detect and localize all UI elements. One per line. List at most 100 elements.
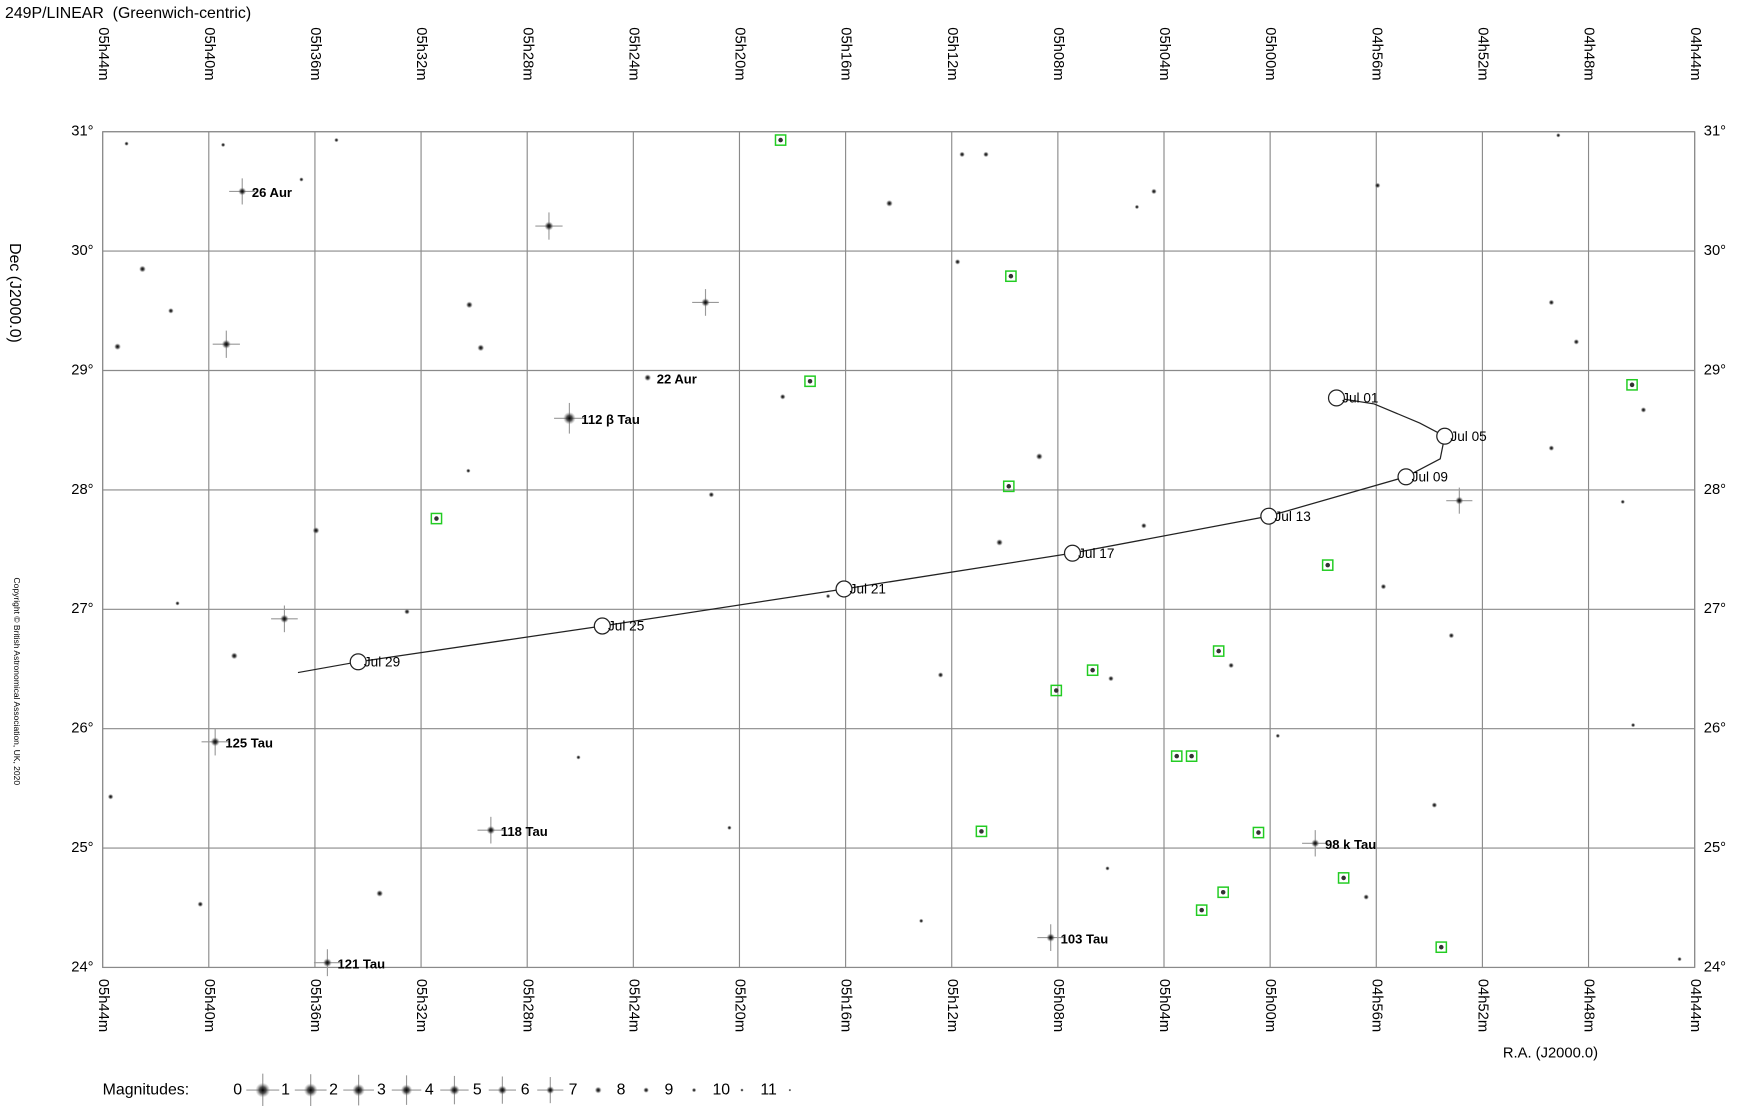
star xyxy=(1640,407,1647,413)
x-tick-label: 05h04m xyxy=(1156,27,1172,80)
star-label: 125 Tau xyxy=(225,736,273,751)
object-dot xyxy=(1006,484,1012,489)
object-dot xyxy=(778,137,783,143)
legend-label: 7 xyxy=(569,1081,578,1098)
star xyxy=(230,652,238,660)
comet-position xyxy=(1397,468,1415,486)
x-tick-label: 05h40m xyxy=(201,979,217,1032)
star xyxy=(323,958,332,968)
object-box xyxy=(804,375,816,388)
star xyxy=(1108,675,1114,682)
star xyxy=(280,614,289,624)
x-tick-label: 05h24m xyxy=(625,979,641,1032)
y-tick-label: 29° xyxy=(71,362,93,378)
x-tick-label: 05h28m xyxy=(519,27,535,80)
star xyxy=(1105,866,1110,871)
star-label: 22 Aur xyxy=(657,371,697,386)
star xyxy=(959,151,965,158)
star xyxy=(1380,583,1387,590)
object-box xyxy=(1005,270,1017,283)
star xyxy=(1311,839,1320,848)
legend-title: Magnitudes: xyxy=(103,1081,189,1098)
x-tick-label: 05h20m xyxy=(732,27,748,80)
x-tick-label: 04h44m xyxy=(1687,27,1703,80)
x-tick-label: 05h00m xyxy=(1262,27,1278,80)
legend-label: 3 xyxy=(377,1081,386,1098)
star xyxy=(644,374,652,382)
object-dot xyxy=(1256,830,1261,835)
star xyxy=(1455,496,1464,505)
x-tick-label: 04h56m xyxy=(1368,979,1384,1032)
legend-label: 4 xyxy=(425,1081,434,1098)
comet-position xyxy=(835,580,853,598)
x-tick-label: 05h44m xyxy=(95,979,111,1032)
star xyxy=(1448,632,1455,639)
object-box xyxy=(1252,826,1265,839)
star-label: 103 Tau xyxy=(1061,931,1109,946)
star xyxy=(376,890,384,897)
star-label: 98 k Tau xyxy=(1325,837,1376,852)
x-tick-label: 05h36m xyxy=(307,979,323,1032)
comet-path xyxy=(297,397,1446,674)
object-box xyxy=(1185,750,1198,762)
object-box xyxy=(1337,872,1350,884)
comet-date: Jul 05 xyxy=(1450,429,1486,444)
object-box xyxy=(1217,886,1230,899)
object-box xyxy=(1321,559,1334,571)
star xyxy=(701,298,710,307)
x-tick-label: 04h56m xyxy=(1368,27,1384,80)
star xyxy=(885,199,893,207)
object-box xyxy=(975,825,988,838)
legend-symbol xyxy=(255,1082,271,1098)
star xyxy=(1035,453,1043,460)
star xyxy=(708,491,715,498)
object-dot xyxy=(1325,562,1330,568)
star xyxy=(1431,802,1438,808)
copyright: Copyright © British Astronomical Associa… xyxy=(12,578,22,786)
object-box xyxy=(1626,378,1638,391)
x-tick-label: 05h40m xyxy=(201,27,217,80)
object-dot xyxy=(1439,944,1444,950)
x-tick-label: 05h20m xyxy=(732,979,748,1032)
legend-symbol xyxy=(788,1088,792,1092)
object-dot xyxy=(1008,273,1014,279)
star xyxy=(1548,299,1555,306)
star xyxy=(139,265,146,273)
star xyxy=(107,793,114,800)
star xyxy=(937,672,944,678)
object-box xyxy=(1170,750,1183,762)
y-tick-label: 24° xyxy=(71,959,93,975)
x-tick-label: 05h12m xyxy=(944,27,960,80)
star xyxy=(221,339,231,349)
star xyxy=(1630,722,1636,728)
x-tick-label: 05h04m xyxy=(1156,979,1172,1032)
star xyxy=(477,344,485,352)
legend-label: 2 xyxy=(329,1081,338,1098)
object-box xyxy=(1086,664,1099,677)
legend-label: 9 xyxy=(665,1081,674,1098)
comet-position xyxy=(1260,507,1278,525)
star xyxy=(1275,733,1281,739)
object-dot xyxy=(434,516,439,521)
comet-position xyxy=(1436,427,1454,445)
star xyxy=(1363,894,1370,900)
x-tick-label: 05h44m xyxy=(95,27,111,80)
y-tick-label: 24° xyxy=(1704,959,1726,975)
comet-date: Jul 21 xyxy=(850,582,886,597)
star xyxy=(1374,182,1381,189)
star xyxy=(727,825,732,831)
star xyxy=(825,593,831,599)
star xyxy=(1677,956,1682,962)
star xyxy=(404,608,410,615)
legend-label: 1 xyxy=(281,1081,290,1098)
y-tick-label: 30° xyxy=(71,243,93,259)
object-box xyxy=(1195,904,1208,917)
x-tick-label: 05h36m xyxy=(307,27,323,80)
comet-position xyxy=(1063,544,1082,562)
star-label: 26 Aur xyxy=(252,185,292,200)
legend-symbol xyxy=(352,1083,365,1097)
x-tick-label: 05h16m xyxy=(838,979,854,1032)
legend-symbol xyxy=(546,1086,555,1095)
object-dot xyxy=(1220,889,1226,895)
comet-date: Jul 17 xyxy=(1078,546,1114,561)
